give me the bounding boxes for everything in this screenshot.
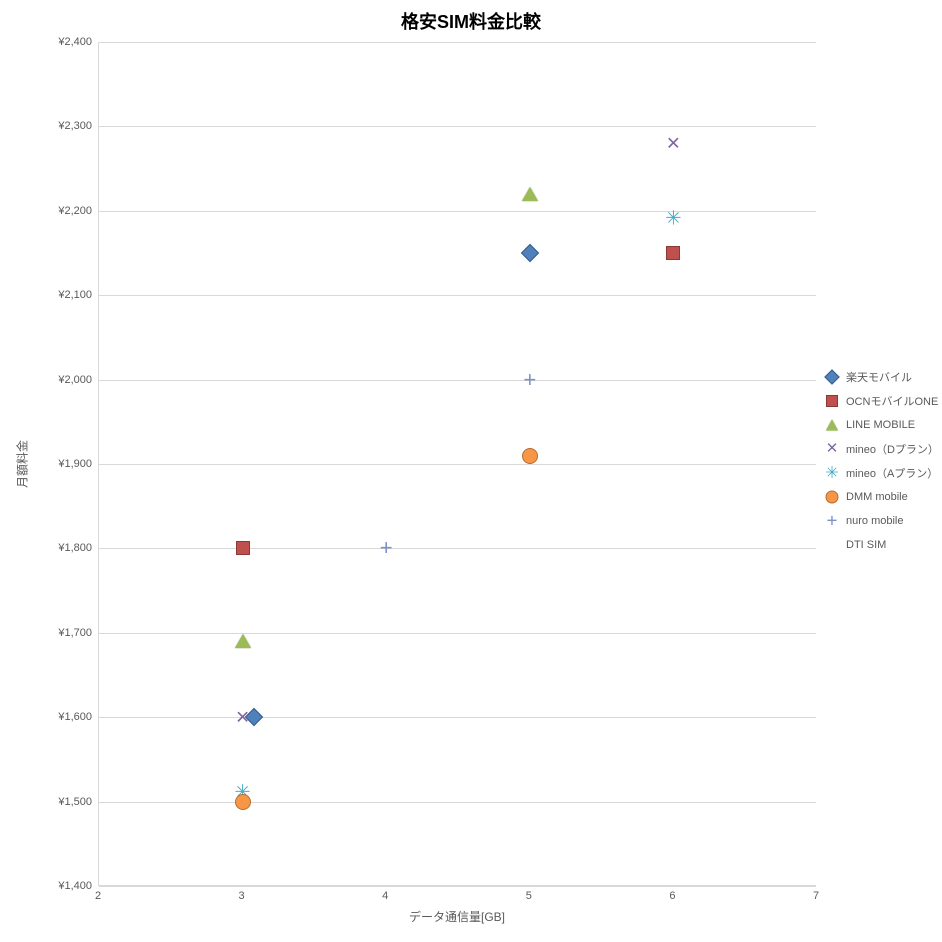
gridline: [99, 42, 816, 43]
legend-label: 楽天モバイル: [846, 369, 912, 385]
legend-label: DTI SIM: [846, 539, 886, 551]
y-tick-label: ¥1,700: [58, 627, 92, 639]
y-tick-label: ¥2,200: [58, 205, 92, 217]
x-tick-label: 4: [382, 890, 388, 902]
gridline: [99, 633, 816, 634]
y-tick-label: ¥1,500: [58, 796, 92, 808]
triangle-marker: [235, 634, 251, 648]
y-tick-label: ¥2,000: [58, 374, 92, 386]
x-marker: ×: [667, 132, 681, 155]
x-tick-label: 2: [95, 890, 101, 902]
gridline: [99, 717, 816, 718]
y-tick-label: ¥1,600: [58, 711, 92, 723]
legend-marker: [822, 416, 842, 434]
diamond-marker: [521, 244, 539, 262]
circle-marker: [235, 794, 251, 810]
legend-marker: ✳: [822, 464, 842, 482]
x-tick-label: 7: [813, 890, 819, 902]
legend-label: mineo（Dプラン）: [846, 441, 939, 457]
x-marker: ×: [826, 439, 838, 459]
legend-marker: ×: [822, 440, 842, 458]
triangle-marker: [522, 187, 538, 201]
legend-marker: +: [822, 512, 842, 530]
y-tick-label: ¥1,400: [58, 880, 92, 892]
x-axis-label: データ通信量[GB]: [409, 908, 505, 925]
gridline: [99, 886, 816, 887]
y-tick-label: ¥2,300: [58, 120, 92, 132]
y-tick-label: ¥2,100: [58, 289, 92, 301]
legend-item: DTI SIM: [822, 536, 939, 554]
legend-label: mineo（Aプラン）: [846, 465, 938, 481]
y-tick-label: ¥2,400: [58, 36, 92, 48]
legend-label: nuro mobile: [846, 515, 903, 527]
gridline: [99, 464, 816, 465]
square-marker: [236, 541, 250, 555]
legend-item: DMM mobile: [822, 488, 939, 506]
plus-marker: +: [380, 537, 393, 559]
circle-marker: [826, 491, 839, 504]
legend-marker: [822, 488, 842, 506]
star-marker: ✳: [825, 465, 839, 482]
legend-label: OCNモバイルONE: [846, 393, 938, 409]
gridline: [99, 295, 816, 296]
chart-container: 格安SIM料金比較 × × ✳ ✳ + + ¥1,400 ¥1,500 ¥1,600 ¥1,70…: [0, 0, 942, 942]
star-marker: ✳: [665, 209, 681, 229]
triangle-marker: [826, 420, 838, 431]
legend-item: × mineo（Dプラン）: [822, 440, 939, 458]
circle-marker: [522, 448, 538, 464]
x-tick-label: 6: [669, 890, 675, 902]
square-marker: [826, 395, 838, 407]
legend-marker: [822, 392, 842, 410]
x-tick-label: 3: [239, 890, 245, 902]
legend: 楽天モバイル OCNモバイルONE LINE MOBILE × mineo（Dプラン） ✳…: [822, 368, 939, 560]
y-tick-label: ¥1,800: [58, 542, 92, 554]
x-marker: ×: [236, 705, 250, 728]
legend-item: OCNモバイルONE: [822, 392, 939, 410]
plot-area: ××✳✳++: [98, 42, 816, 886]
square-marker: [666, 246, 680, 260]
y-tick-label: ¥1,900: [58, 458, 92, 470]
legend-marker: [822, 368, 842, 386]
gridline: [99, 126, 816, 127]
y-axis-label: 月額料金: [14, 440, 31, 488]
legend-item: ✳ mineo（Aプラン）: [822, 464, 939, 482]
legend-label: LINE MOBILE: [846, 419, 915, 431]
legend-item: + nuro mobile: [822, 512, 939, 530]
legend-item: LINE MOBILE: [822, 416, 939, 434]
legend-label: DMM mobile: [846, 491, 908, 503]
legend-item: 楽天モバイル: [822, 368, 939, 386]
chart-title: 格安SIM料金比較: [0, 8, 942, 34]
legend-marker: [822, 536, 842, 554]
gridline: [99, 802, 816, 803]
gridline: [99, 211, 816, 212]
plus-marker: +: [827, 512, 838, 531]
gridline: [99, 548, 816, 549]
gridline: [99, 380, 816, 381]
diamond-marker: [824, 369, 840, 385]
x-tick-label: 5: [526, 890, 532, 902]
plus-marker: +: [523, 369, 536, 391]
